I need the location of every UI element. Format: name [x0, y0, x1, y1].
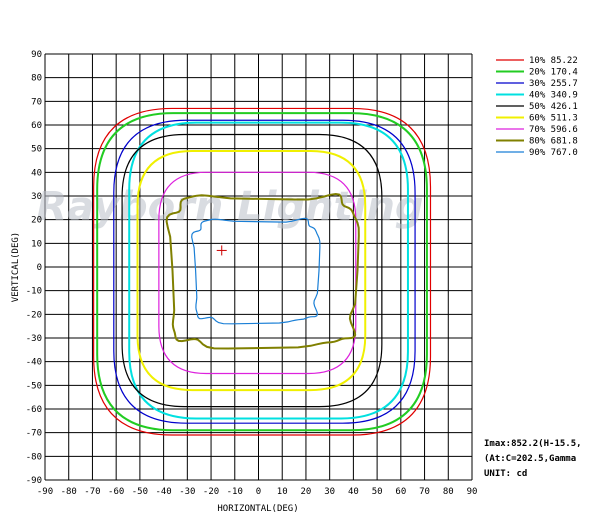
x-tick-label: -50: [132, 487, 148, 497]
x-tick-label: 60: [395, 487, 406, 497]
y-tick-label: 70: [31, 97, 42, 107]
x-tick-label: 50: [372, 487, 383, 497]
y-tick-label: -60: [26, 405, 42, 415]
legend-label: 60% 511.3: [529, 114, 578, 124]
contour-line: [128, 121, 409, 420]
x-tick-label: -60: [108, 487, 124, 497]
legend-label: 10% 85.22: [529, 56, 578, 66]
y-tick-label: 40: [31, 168, 42, 178]
x-tick-label: 70: [419, 487, 430, 497]
x-tick-label: -40: [155, 487, 171, 497]
x-tick-label: -70: [84, 487, 100, 497]
y-tick-label: 80: [31, 74, 42, 84]
series-group: [93, 107, 432, 436]
y-axis-title: VERTICAL(DEG): [11, 232, 21, 302]
x-tick-label: 40: [348, 487, 359, 497]
contour-line: [136, 150, 367, 392]
legend-label: 90% 767.0: [529, 148, 578, 158]
y-tick-label: -90: [26, 476, 42, 486]
x-tick-label: -20: [203, 487, 219, 497]
legend-label: 30% 255.7: [529, 79, 578, 89]
y-tick-label: 10: [31, 239, 42, 249]
imax-text: Imax:852.2(H-15.5,: [484, 439, 582, 449]
y-tick-label: -30: [26, 334, 42, 344]
contour-line: [96, 112, 428, 432]
unit-text: UNIT: cd: [484, 469, 527, 479]
x-axis-title: HORIZONTAL(DEG): [217, 504, 298, 514]
y-tick-label: 60: [31, 121, 42, 131]
y-tick-label: -50: [26, 381, 42, 391]
contour-line: [191, 217, 321, 325]
contour-line: [93, 107, 432, 436]
y-tick-label: -40: [26, 358, 42, 368]
grid: [44, 53, 473, 481]
peak-marker: [216, 245, 227, 256]
y-tick-label: 30: [31, 192, 42, 202]
y-tick-label: -80: [26, 452, 42, 462]
x-tick-label: 90: [467, 487, 478, 497]
legend-label: 80% 681.8: [529, 137, 578, 147]
y-tick-label: -70: [26, 429, 42, 439]
legend-label: 50% 426.1: [529, 102, 578, 112]
legend-label: 40% 340.9: [529, 91, 578, 101]
contour-line: [158, 171, 357, 375]
legend-label: 20% 170.4: [529, 68, 578, 78]
x-tick-label: 30: [324, 487, 335, 497]
x-tick-label: 20: [301, 487, 312, 497]
y-tick-label: 50: [31, 145, 42, 155]
y-tick-label: 0: [37, 263, 42, 273]
x-tick-label: -10: [227, 487, 243, 497]
y-tick-label: -10: [26, 287, 42, 297]
contour-line: [113, 119, 416, 424]
x-tick-label: 80: [443, 487, 454, 497]
y-tick-label: -20: [26, 310, 42, 320]
y-tick-label: 90: [31, 50, 42, 60]
x-tick-label: 10: [277, 487, 288, 497]
legend: 10% 85.22 20% 170.430% 255.7 40% 340.950% …: [496, 56, 578, 158]
legend-label: 70% 596.6: [529, 125, 578, 135]
tick-labels: -90 -80 -70 -60 -50 -40 -30 -20 -10 0 10 20 30 40 50 60…: [26, 50, 478, 497]
contour-line: [165, 192, 360, 350]
contour-line: [121, 133, 383, 408]
info-block: Imax:852.2(H-15.5, (At:C=202.5,Gamma UNI…: [484, 439, 582, 479]
x-tick-label: -30: [179, 487, 195, 497]
x-tick-label: -90: [37, 487, 53, 497]
x-tick-label: 0: [256, 487, 261, 497]
x-tick-label: -80: [61, 487, 77, 497]
y-tick-label: 20: [31, 216, 42, 226]
at-text: (At:C=202.5,Gamma: [484, 454, 576, 464]
watermark: Rayborn Lighting: [36, 184, 423, 230]
